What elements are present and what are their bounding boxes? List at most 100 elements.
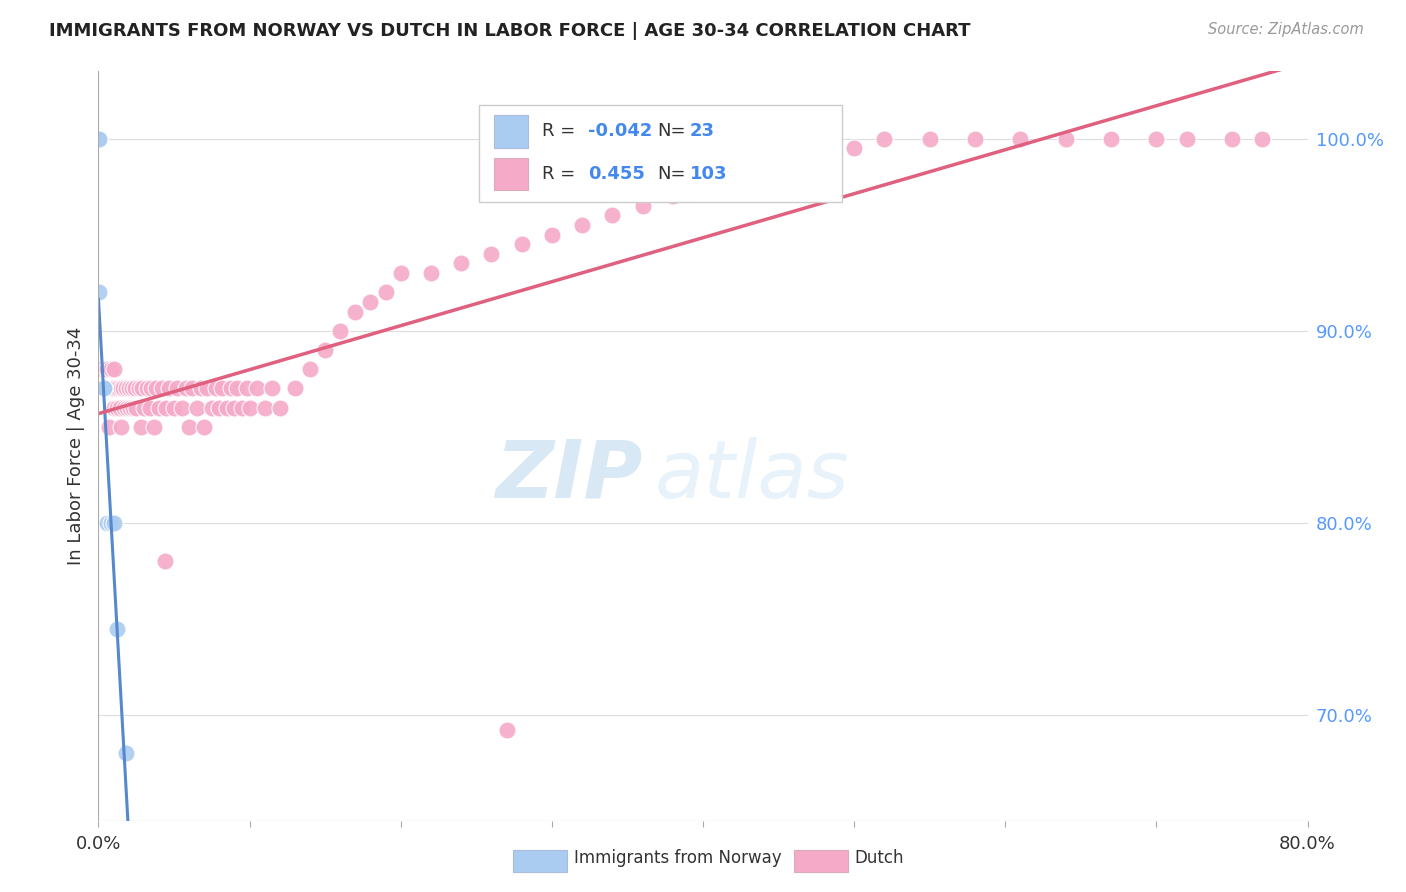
- Text: Source: ZipAtlas.com: Source: ZipAtlas.com: [1208, 22, 1364, 37]
- Point: [101, 381, 124, 395]
- Point: [783, 161, 806, 175]
- Point: [329, 324, 352, 338]
- Point: [103, 362, 125, 376]
- Point: [89, 381, 111, 395]
- Point: [193, 419, 215, 434]
- Point: [540, 227, 562, 242]
- Point: [110, 419, 132, 434]
- Point: [510, 237, 533, 252]
- Point: [90, 381, 112, 395]
- Point: [91, 381, 114, 395]
- Point: [813, 151, 835, 165]
- Point: [170, 401, 193, 415]
- Point: [723, 179, 745, 194]
- Text: 23: 23: [690, 122, 714, 140]
- Point: [205, 381, 228, 395]
- Point: [90, 381, 112, 395]
- Point: [153, 554, 176, 568]
- Point: [159, 381, 181, 395]
- Point: [132, 401, 155, 415]
- Point: [87, 131, 110, 145]
- Point: [1054, 131, 1077, 145]
- Text: R =: R =: [543, 165, 575, 183]
- Point: [89, 381, 111, 395]
- Point: [96, 516, 118, 530]
- Point: [89, 381, 111, 395]
- Point: [918, 131, 941, 145]
- Point: [103, 401, 125, 415]
- Point: [111, 381, 134, 395]
- Point: [93, 381, 115, 395]
- Point: [224, 401, 246, 415]
- Point: [1010, 131, 1032, 145]
- Text: -0.042: -0.042: [588, 122, 652, 140]
- Text: 0.455: 0.455: [588, 165, 645, 183]
- Text: Immigrants from Norway: Immigrants from Norway: [574, 849, 782, 867]
- Point: [89, 381, 111, 395]
- Point: [91, 381, 114, 395]
- Point: [450, 256, 472, 270]
- Point: [163, 401, 186, 415]
- Point: [389, 266, 412, 280]
- Point: [89, 381, 111, 395]
- Point: [91, 381, 114, 395]
- Point: [96, 362, 118, 376]
- Point: [141, 381, 163, 395]
- Point: [129, 419, 152, 434]
- Point: [360, 294, 382, 309]
- Point: [148, 401, 170, 415]
- Point: [661, 189, 683, 203]
- Point: [108, 401, 131, 415]
- Text: R =: R =: [543, 122, 575, 140]
- Point: [115, 401, 138, 415]
- Point: [844, 141, 866, 155]
- Y-axis label: In Labor Force | Age 30-34: In Labor Force | Age 30-34: [66, 326, 84, 566]
- Text: N=: N=: [657, 165, 686, 183]
- Point: [90, 381, 112, 395]
- Point: [90, 381, 112, 395]
- Point: [495, 723, 517, 738]
- Point: [100, 516, 122, 530]
- Point: [965, 131, 987, 145]
- Point: [231, 401, 253, 415]
- Point: [100, 362, 122, 376]
- Point: [299, 362, 322, 376]
- FancyBboxPatch shape: [479, 105, 842, 202]
- Point: [1251, 131, 1274, 145]
- Point: [125, 401, 148, 415]
- Point: [221, 381, 243, 395]
- Point: [344, 304, 367, 318]
- FancyBboxPatch shape: [494, 115, 527, 148]
- Point: [186, 401, 208, 415]
- Point: [166, 381, 188, 395]
- Point: [211, 381, 233, 395]
- Point: [94, 381, 117, 395]
- Point: [105, 622, 128, 636]
- Point: [481, 247, 503, 261]
- Point: [94, 362, 117, 376]
- Point: [155, 401, 177, 415]
- Point: [139, 401, 162, 415]
- Point: [96, 381, 118, 395]
- Point: [284, 381, 307, 395]
- Point: [103, 516, 125, 530]
- Point: [602, 209, 624, 223]
- Point: [104, 381, 127, 395]
- Point: [105, 401, 128, 415]
- Point: [420, 266, 443, 280]
- Point: [93, 381, 115, 395]
- Point: [112, 401, 135, 415]
- Point: [89, 285, 111, 300]
- Text: ZIP: ZIP: [495, 437, 643, 515]
- Point: [118, 381, 141, 395]
- Text: 103: 103: [690, 165, 727, 183]
- Point: [752, 169, 775, 184]
- Point: [124, 381, 146, 395]
- Point: [131, 381, 153, 395]
- Point: [87, 131, 110, 145]
- Point: [114, 747, 136, 761]
- Point: [1099, 131, 1122, 145]
- Point: [571, 218, 593, 232]
- Point: [873, 131, 896, 145]
- Point: [122, 401, 145, 415]
